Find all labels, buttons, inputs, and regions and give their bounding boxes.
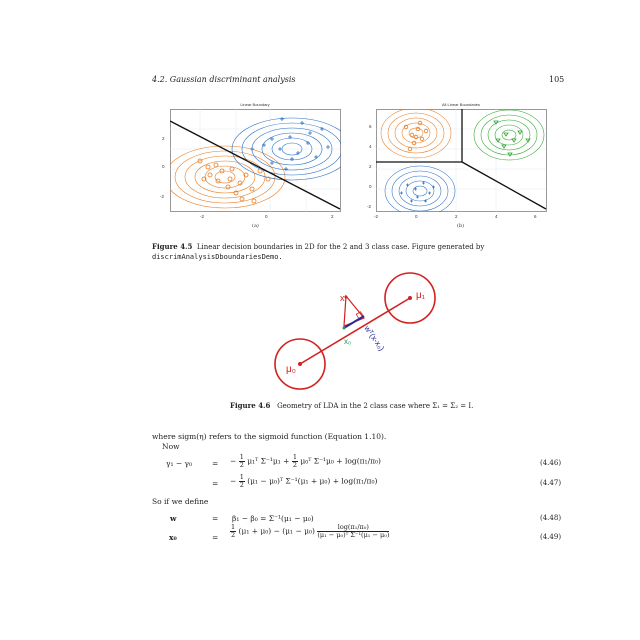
right-xtick-1: 0 bbox=[415, 214, 418, 219]
projection-segment bbox=[343, 315, 365, 329]
eq-4-48-number: (4.48) bbox=[540, 514, 562, 522]
x0-label: x₀ bbox=[344, 337, 351, 346]
eq-4-48-equals: = bbox=[212, 514, 219, 523]
mu0-label: μ₀ bbox=[286, 364, 296, 375]
right-xtick-4: 6 bbox=[534, 214, 537, 219]
eq-4-48-rhs: β₁ − β₀ = Σ⁻¹(μ₁ − μ₀) bbox=[232, 514, 314, 523]
eq-4-46-equals: = bbox=[212, 459, 219, 468]
eq-4-49-lhs: x₀ bbox=[169, 533, 177, 542]
linear-decision-boundary bbox=[170, 120, 341, 210]
x-point-label: x bbox=[340, 293, 345, 303]
right-ytick-3: 0 bbox=[369, 184, 372, 189]
figure-4-6-caption-text: Geometry of LDA in the 2 class case wher… bbox=[277, 402, 474, 410]
green-class-points bbox=[493, 120, 531, 157]
mu1-label: μ₁ bbox=[416, 290, 426, 301]
projection-label: wᵀ(x-x₀) bbox=[362, 323, 387, 353]
body-line-now: Now bbox=[162, 442, 180, 451]
left-xtick-0: -2 bbox=[200, 214, 205, 219]
orange-class-points bbox=[197, 158, 271, 204]
left-ytick-0: 2 bbox=[162, 136, 165, 141]
right-ytick-4: -2 bbox=[367, 204, 372, 209]
eq-4-48-lhs: w bbox=[170, 514, 177, 523]
mu1-class-circle bbox=[384, 272, 436, 324]
figure-4-5-caption-code: discrimAnalysisDboundariesDemo. bbox=[152, 253, 283, 261]
body-line-sigmoid: where sigm(η) refers to the sigmoid func… bbox=[152, 432, 387, 441]
right-plot-title: All Linear Boundaries bbox=[441, 102, 481, 107]
blue-class-contours-b bbox=[384, 165, 456, 212]
left-ytick-1: 0 bbox=[162, 164, 165, 169]
lda-geometry-diagram: x μ₁ μ₀ x₀ wᵀ(x-x₀) bbox=[274, 272, 436, 390]
running-header-section: 4.2. Gaussian discriminant analysis bbox=[152, 75, 296, 84]
eq-4-46-lhs: γ₁ − γ₀ bbox=[166, 459, 193, 468]
mean-connecting-line bbox=[299, 297, 411, 365]
blue-class-points-b bbox=[400, 181, 435, 203]
right-xtick-3: 4 bbox=[495, 214, 498, 219]
right-ytick-1: 4 bbox=[369, 144, 372, 149]
eq-4-46-number: (4.46) bbox=[540, 459, 562, 467]
figure-4-5-caption: Figure 4.5 Linear decision boundaries in… bbox=[152, 242, 538, 262]
eq-4-47-equals: = bbox=[212, 479, 219, 488]
blue-class-contours bbox=[231, 117, 341, 181]
right-ytick-2: 2 bbox=[369, 164, 372, 169]
mu1-center-dot bbox=[408, 296, 412, 300]
right-plot-sublabel: (b) bbox=[457, 223, 465, 229]
left-xtick-1: 0 bbox=[265, 214, 268, 219]
right-xtick-0: -2 bbox=[374, 214, 379, 219]
left-decision-boundary-plot bbox=[170, 109, 341, 212]
left-xtick-2: 2 bbox=[331, 214, 334, 219]
eq-4-47-number: (4.47) bbox=[540, 479, 562, 487]
class-decision-boundaries bbox=[376, 109, 547, 210]
figure-4-5-caption-text: Linear decision boundaries in 2D for the… bbox=[196, 243, 485, 251]
figure-4-5-label: Figure 4.5 bbox=[152, 242, 193, 251]
left-plot-sublabel: (a) bbox=[252, 223, 259, 229]
x0-point bbox=[342, 326, 346, 330]
mu0-class-circle bbox=[274, 338, 326, 390]
page-number: 105 bbox=[549, 75, 565, 84]
right-ytick-0: 6 bbox=[369, 124, 372, 129]
figure-4-6-label: Figure 4.6 bbox=[230, 401, 271, 410]
green-class-contours bbox=[473, 109, 545, 161]
left-plot-title: Linear Boundary bbox=[240, 102, 270, 107]
right-decision-boundary-plot bbox=[376, 109, 547, 212]
mu0-center-dot bbox=[298, 362, 302, 366]
right-xtick-2: 2 bbox=[455, 214, 458, 219]
eq-4-49-equals: = bbox=[212, 533, 219, 542]
blue-class-points bbox=[250, 117, 330, 171]
left-ytick-2: -2 bbox=[160, 194, 165, 199]
x-point bbox=[344, 295, 348, 299]
figure-4-6-caption: Figure 4.6 Geometry of LDA in the 2 clas… bbox=[230, 401, 473, 411]
body-line-define: So if we define bbox=[152, 497, 209, 506]
eq-4-49-number: (4.49) bbox=[540, 533, 562, 541]
orange-class-points-b bbox=[403, 120, 429, 152]
